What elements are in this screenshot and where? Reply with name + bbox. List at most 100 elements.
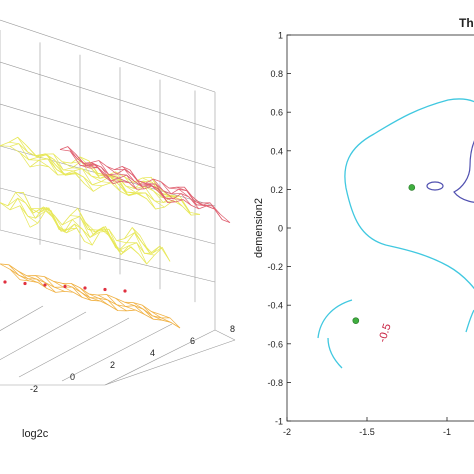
grid-line [0,61,216,131]
x-tick-label-3d: 8 [230,324,235,334]
cyan-contour-edge [465,309,474,333]
grid-line [61,323,173,382]
mesh-col [46,207,77,234]
y-tick-label: -0.8 [267,378,283,388]
surface-plot: -2 0 2 4 6 8 log2c [0,19,236,440]
mesh-col [133,302,154,320]
mesh-col [191,196,223,220]
x-axis-label-3d: log2c [22,428,49,440]
contour-plot: 10.80.60.40.20-0.2-0.4-0.6-0.8-1 -2 -1.5-… [253,16,474,437]
x-ticks: -2 -1.5 -1 [283,417,451,437]
y-ticks: 1 0.8 0.6 0.4 0.2 0 -0.2 -0.4 -0.6 -0.8 -1 [267,31,291,427]
mesh-col [106,294,127,312]
mesh-col [35,275,56,293]
mesh-col [139,235,171,262]
surface-marker [103,287,107,292]
grid-line [18,317,130,378]
mesh-col [53,153,94,192]
y-tick-label: -1 [275,417,283,427]
y-axis-label: demension2 [253,198,265,258]
mesh-col [0,263,21,281]
cyan-contour-lower [327,337,343,369]
mesh-col [145,182,176,203]
cyan-contour-left [317,299,353,339]
mesh-col [160,181,192,206]
grid-line [0,19,216,93]
plot-title: Th [459,16,474,30]
x-tick-label-3d: 6 [190,336,195,346]
mesh-col [53,280,74,293]
data-point [352,317,360,324]
mesh-col [90,162,122,182]
cyan-contour-right [389,245,474,290]
x-tick-label-3d: 2 [110,360,115,370]
surface-meshes [0,136,231,329]
mesh-col [62,282,83,298]
data-point [408,184,416,191]
y-tick-label: -0.6 [267,339,283,349]
mesh-col [106,166,137,190]
x-tick-label: -1 [443,427,451,437]
x-tick-label-3d: -2 [30,384,38,394]
plot-frame [286,34,474,422]
surface-marker [43,283,47,287]
mesh-col [141,304,163,321]
mesh-col [100,228,132,255]
inner-contour-right [453,140,474,203]
y-tick-label: 0 [278,224,283,234]
mesh-col [79,287,101,302]
y-tick-label: -0.4 [267,301,283,311]
x-tick-label-3d: 4 [150,348,155,358]
mesh-col [17,137,59,176]
mesh-col [168,187,200,210]
surface-red [59,146,231,223]
mesh-col [88,293,110,306]
mesh-col [0,145,41,168]
mesh-col [26,275,47,289]
surface-marker [83,286,87,290]
mesh-col [17,270,38,283]
x-tick-label: -1.5 [359,427,375,437]
x-tick-label-3d: 0 [70,372,75,382]
surface-marker [23,281,27,286]
mesh-col [62,161,103,187]
mesh-col [159,314,181,329]
mesh-col [108,229,140,255]
mesh-col [75,153,106,178]
inner-contour-small [426,181,444,191]
mesh-col [54,215,85,242]
cyan-contour-upper [344,98,474,247]
mesh-col [142,177,183,207]
mesh-col [15,192,46,219]
mesh-row [19,279,181,329]
mesh-col [98,160,130,184]
mesh-col [124,232,155,256]
mesh-col [153,178,184,201]
mesh-col [44,153,85,184]
y-tick-label: 0.4 [270,146,283,156]
y-tick-label: 1 [278,31,283,41]
x-tick-labels-3d: -2 0 2 4 6 8 [30,324,235,394]
surface-marker [63,284,67,289]
mesh-col [116,240,147,265]
mesh-row [29,210,171,265]
y-tick-label: 0.8 [270,69,283,79]
mesh-col [67,146,98,168]
mesh-col [23,192,54,218]
mesh-col [59,149,91,169]
mesh-col [129,169,161,194]
y-tick-label: -0.2 [267,262,283,272]
mesh-col [7,197,38,224]
contour-label: -0.5 [376,322,393,344]
mesh-col [8,264,30,282]
mesh-col [69,215,101,238]
surface-yellow-lower [0,191,171,265]
mesh-col [8,141,50,168]
mesh-col [137,180,169,203]
mesh-col [115,297,136,311]
mesh-col [150,311,172,323]
grid-line [0,305,44,331]
grid-line [0,229,216,283]
mesh-col [70,283,92,301]
x-tick-label: -2 [283,427,291,437]
